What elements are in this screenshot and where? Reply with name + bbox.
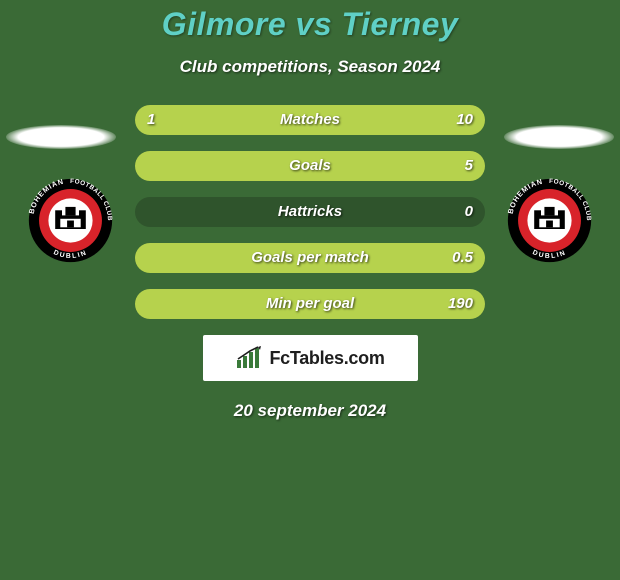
subtitle-text: Club competitions, Season 2024 <box>0 57 620 77</box>
stat-value-right: 190 <box>448 289 473 319</box>
brand-chart-icon <box>235 346 263 370</box>
stat-value-left: 1 <box>147 105 155 135</box>
stat-row: Goals5 <box>135 151 485 181</box>
stats-bars: Matches1 10 Goals5 Hattricks0 Goals per matc… <box>135 105 485 319</box>
brand-text: FcTables.com <box>269 348 384 369</box>
stat-value-right: 0 <box>465 197 473 227</box>
stat-label: Matches <box>135 105 485 135</box>
stat-value-right: 0.5 <box>452 243 473 273</box>
date-text: 20 september 2024 <box>0 401 620 421</box>
player-left-name: Gilmore <box>162 6 286 42</box>
club-crest-right: BOHEMIAN FOOTBALL CLUB DUBLIN <box>507 178 592 263</box>
player-right-name: Tierney <box>342 6 459 42</box>
crest-right-svg: BOHEMIAN FOOTBALL CLUB DUBLIN <box>507 178 592 263</box>
comparison-infographic: Gilmore vs Tierney Club competitions, Se… <box>0 0 620 580</box>
club-crest-left: BOHEMIAN FOOTBALL CLUB DUBLIN <box>28 178 113 263</box>
stat-label: Hattricks <box>135 197 485 227</box>
stat-row: Goals per match0.5 <box>135 243 485 273</box>
stat-value-right: 5 <box>465 151 473 181</box>
stat-row: Min per goal190 <box>135 289 485 319</box>
page-title: Gilmore vs Tierney <box>0 0 620 43</box>
spotlight-left <box>6 125 116 149</box>
brand-box: FcTables.com <box>203 335 418 381</box>
stat-row: Matches1 10 <box>135 105 485 135</box>
stat-value-right: 10 <box>456 105 473 135</box>
stat-label: Goals <box>135 151 485 181</box>
stat-row: Hattricks0 <box>135 197 485 227</box>
stat-label: Goals per match <box>135 243 485 273</box>
title-vs: vs <box>296 6 333 42</box>
spotlight-right <box>504 125 614 149</box>
stat-label: Min per goal <box>135 289 485 319</box>
crest-left-svg: BOHEMIAN FOOTBALL CLUB DUBLIN <box>28 178 113 263</box>
